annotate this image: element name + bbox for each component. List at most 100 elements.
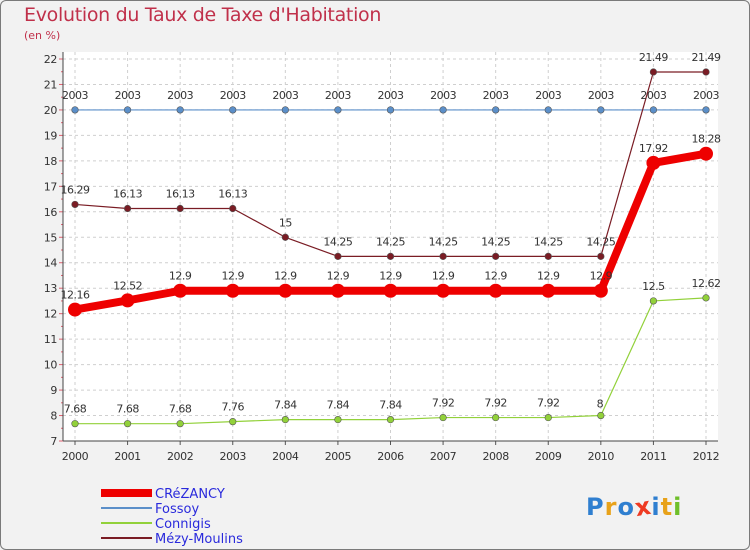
data-label-fossoy: 2003 [220,89,246,102]
data-point-cr-zancy [699,146,713,161]
data-label-m-zy-moulins: 14.25 [376,235,405,248]
data-label-m-zy-moulins: 21.49 [639,51,668,64]
y-tick-label: 10 [44,359,58,372]
x-tick-label: 2010 [588,450,615,463]
data-point-connigis [281,416,289,424]
data-label-fossoy: 2003 [640,89,666,102]
data-label-m-zy-moulins: 14.25 [586,235,615,248]
data-point-connigis [649,297,658,305]
x-tick-label: 2000 [62,450,89,463]
y-tick-label: 18 [44,155,58,168]
data-label-fossoy: 2003 [693,89,719,102]
y-tick-label: 12 [44,308,57,321]
data-point-connigis [492,413,500,422]
data-label-m-zy-moulins: 14.25 [429,235,458,248]
y-tick-label: 20 [44,104,58,117]
y-tick-label: 13 [44,282,58,295]
data-point-connigis [123,420,132,428]
data-label-m-zy-moulins: 14.25 [481,235,510,248]
data-point-fossoy [649,106,658,114]
data-point-m-zy-moulins [649,68,658,76]
data-label-connigis: 7.84 [327,399,350,412]
data-label-cr-zancy: 12.9 [274,270,297,283]
y-tick-label: 16 [44,206,58,219]
x-tick-label: 2003 [220,450,247,463]
data-label-fossoy: 2003 [430,89,456,102]
data-point-cr-zancy [173,283,188,298]
proxiti-logo[interactable]: Proxiti [586,492,683,522]
data-point-m-zy-moulins [334,252,342,260]
data-point-m-zy-moulins [71,200,79,209]
x-tick-label: 2012 [693,450,719,463]
data-point-cr-zancy [225,283,240,298]
series-layer [68,68,713,428]
data-label-connigis: 12.62 [692,277,721,290]
data-label-m-zy-moulins: 14.25 [534,235,563,248]
data-point-fossoy [123,106,132,114]
data-point-fossoy [492,106,500,114]
data-point-m-zy-moulins [492,252,500,260]
data-label-m-zy-moulins: 16.13 [218,187,247,200]
logo-letter: i [673,493,683,521]
data-label-m-zy-moulins: 16.29 [61,183,90,196]
data-label-connigis: 7.84 [379,399,402,412]
data-point-cr-zancy [646,155,661,170]
data-point-connigis [702,294,710,302]
data-label-cr-zancy: 12.9 [169,270,192,283]
data-label-connigis: 7.92 [484,397,507,410]
data-point-m-zy-moulins [544,252,552,260]
x-tick-label: 2009 [535,450,562,463]
data-label-m-zy-moulins: 15 [279,216,292,229]
data-label-layer: 2003 2003 2003 2003 2003 2003 2003 2003 2003 2003… [61,51,722,416]
y-tick-label: 22 [44,53,57,66]
data-label-fossoy: 2003 [535,89,561,102]
data-point-cr-zancy [593,283,608,298]
data-point-fossoy [281,106,289,114]
data-label-cr-zancy: 12.16 [61,289,90,302]
data-label-cr-zancy: 12.9 [590,270,613,283]
data-point-connigis [71,420,79,428]
data-label-cr-zancy: 12.9 [432,270,455,283]
data-label-connigis: 12.5 [642,280,665,293]
y-tick-label: 9 [50,384,57,397]
legend-label-fossoy: Fossoy [155,502,199,517]
y-tick-label: 19 [44,129,58,142]
data-point-cr-zancy [278,283,293,298]
y-tick-label: 15 [44,231,58,244]
data-label-cr-zancy: 17.92 [639,142,668,155]
data-point-cr-zancy [488,283,503,298]
x-tick-label: 2001 [114,450,140,463]
legend-label-connigis: Connigis [155,517,211,532]
data-point-fossoy [597,106,605,114]
logo-letter: r [604,493,618,521]
data-label-m-zy-moulins: 16.13 [166,187,195,200]
data-point-fossoy [334,106,342,114]
data-label-connigis: 7.92 [432,397,455,410]
data-point-connigis [386,416,395,424]
data-label-cr-zancy: 18.28 [692,133,721,146]
data-label-cr-zancy: 12.9 [379,270,402,283]
x-tick-label: 2002 [167,450,193,463]
data-label-fossoy: 2003 [483,89,509,102]
data-label-m-zy-moulins: 21.49 [692,51,721,64]
data-point-fossoy [229,106,237,114]
y-tick-label: 14 [44,257,58,270]
data-label-fossoy: 2003 [378,89,404,102]
axis-layer: 7 8 9 10 11 12 13 14 15 16 17 18 19 20 21 22 2000 2001 200… [44,52,720,463]
data-point-m-zy-moulins [597,252,605,260]
data-label-connigis: 7.92 [537,397,560,410]
data-label-fossoy: 2003 [62,89,88,102]
chart-title: Evolution du Taux de Taxe d'Habitation [24,4,382,26]
data-label-m-zy-moulins: 16.13 [113,187,142,200]
data-label-connigis: 7.84 [274,399,297,412]
data-label-cr-zancy: 12.52 [113,279,142,292]
data-point-fossoy [439,106,447,114]
data-point-fossoy [386,106,395,114]
data-label-connigis: 7.68 [169,403,192,416]
y-tick-label: 21 [44,78,57,91]
y-tick-label: 8 [50,410,57,423]
y-tick-label: 7 [50,435,57,448]
data-label-fossoy: 2003 [272,89,298,102]
data-point-connigis [597,411,605,420]
data-label-cr-zancy: 12.9 [484,270,507,283]
